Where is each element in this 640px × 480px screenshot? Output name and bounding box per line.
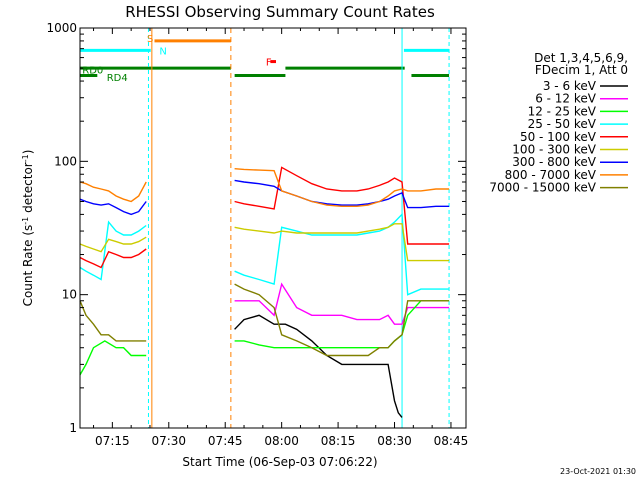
annotation-4: RD4 — [107, 73, 128, 84]
y-axis-label: Count Rate (s-1 detector-1) — [21, 150, 36, 307]
x-tick-label-3: 08:00 — [264, 434, 299, 448]
y-tick-label-1: 10 — [62, 288, 77, 302]
x-tick-label-1: 07:30 — [151, 434, 186, 448]
annotation-0: S — [147, 34, 153, 45]
series-lines — [79, 166, 450, 418]
legend-label-2: 12 - 25 keV — [528, 104, 597, 118]
series-line-8 — [79, 283, 450, 357]
series-line-2 — [79, 300, 450, 376]
y-tick-label-2: 100 — [54, 154, 77, 168]
legend-label-6: 300 - 800 keV — [512, 155, 596, 169]
legend: Det 1,3,4,5,6,9,FDecim 1, Att 0 3 - 6 keV… — [489, 51, 628, 195]
series-line-7 — [79, 168, 450, 207]
x-tick-label-2: 07:45 — [208, 434, 243, 448]
y-tick-label-0: 1 — [69, 421, 77, 435]
legend-label-0: 3 - 6 keV — [543, 79, 597, 93]
series-line-5 — [79, 223, 450, 262]
axis-ticks: 07:15 07:30 07:45 08:00 08:15 08:30 08:45 1 10 10… — [46, 21, 468, 448]
series-line-1 — [234, 282, 450, 325]
y-tick-label-3: 1000 — [46, 21, 77, 35]
annotation-3: RD0 — [82, 65, 103, 76]
annotation-1: N — [159, 46, 166, 57]
series-line-4 — [79, 166, 450, 269]
chart-title: RHESSI Observing Summary Count Rates — [125, 3, 435, 21]
legend-label-1: 6 - 12 keV — [535, 92, 597, 106]
series-line-6 — [79, 179, 450, 216]
legend-label-3: 25 - 50 keV — [528, 117, 597, 131]
date-stamp: 23-Oct-2021 01:30 — [560, 467, 636, 476]
x-axis-label: Start Time (06-Sep-03 07:06:22) — [182, 455, 377, 469]
legend-header-1: FDecim 1, Att 0 — [535, 63, 628, 77]
legend-label-7: 800 - 7000 keV — [505, 168, 597, 182]
legend-header-0: Det 1,3,4,5,6,9, — [534, 51, 628, 65]
series-line-3 — [79, 212, 450, 296]
x-tick-label-0: 07:15 — [95, 434, 130, 448]
legend-label-4: 50 - 100 keV — [520, 130, 597, 144]
vertical-marker-lines — [147, 28, 450, 428]
legend-label-8: 7000 - 15000 keV — [489, 181, 596, 195]
annotations: SN F RD0 RD4 — [82, 34, 272, 84]
x-tick-label-5: 08:30 — [377, 434, 412, 448]
x-tick-label-6: 08:45 — [434, 434, 469, 448]
legend-label-5: 100 - 300 keV — [512, 143, 596, 157]
x-tick-label-4: 08:15 — [321, 434, 356, 448]
series-line-0 — [234, 314, 403, 418]
instrument-status-bands — [80, 39, 450, 78]
annotation-2: F — [266, 58, 272, 69]
plot-frame — [79, 27, 467, 429]
